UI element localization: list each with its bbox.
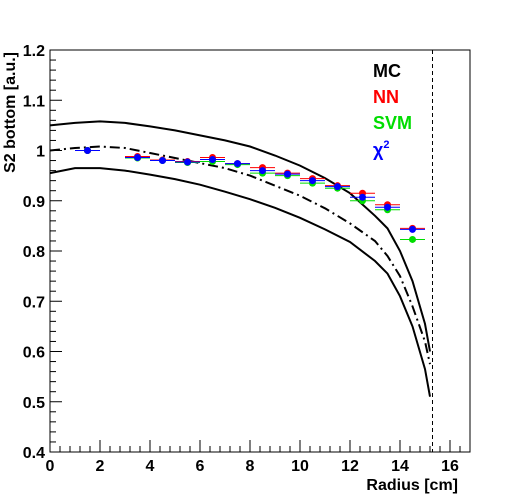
data-point	[284, 170, 291, 178]
legend-entry-1: MC	[373, 61, 401, 81]
x-tick-label: 0	[46, 458, 55, 475]
points-layer	[75, 147, 425, 243]
data-point	[359, 193, 366, 201]
x-tick-label: 14	[391, 458, 409, 475]
y-tick-label: 0.7	[23, 294, 45, 311]
y-tick-label: 0.6	[23, 345, 45, 362]
y-tick-label: 1.1	[23, 93, 45, 110]
curves-layer	[49, 120, 431, 397]
data-point	[209, 156, 216, 164]
x-tick-label: 10	[291, 458, 309, 475]
y-tick-label: 1	[36, 144, 45, 161]
data-point	[184, 158, 191, 166]
x-axis-title: Radius [cm]	[366, 477, 458, 494]
legend: MC NN SVM χ2	[373, 61, 412, 160]
data-point	[334, 183, 341, 191]
x-tick-label: 16	[441, 458, 459, 475]
data-point	[259, 167, 266, 175]
data-point	[409, 235, 416, 243]
data-point	[234, 160, 241, 168]
y-tick-label: 0.8	[23, 244, 45, 261]
x-tick-label: 8	[246, 458, 255, 475]
mc-curve-upper	[49, 120, 431, 352]
mc-curve-lower	[49, 167, 431, 397]
labels-layer: 0 2 4 6 8 10 12 14 16 0.4 0.5 0.6 0.7 0.8 0.9 1 1.1 1.2	[23, 43, 459, 475]
data-point	[384, 203, 391, 211]
ticks-layer	[49, 49, 471, 453]
x-tick-label: 6	[196, 458, 205, 475]
x-tick-label: 12	[341, 458, 359, 475]
data-point	[84, 147, 91, 154]
x-tick-label: 4	[146, 458, 155, 475]
y-tick-label: 0.4	[23, 445, 45, 462]
y-tick-label: 0.5	[23, 395, 45, 412]
data-point	[134, 154, 141, 162]
x-tick-label: 2	[96, 458, 105, 475]
y-tick-label: 1.2	[23, 43, 45, 60]
y-axis-title: S2 bottom [a.u.]	[2, 52, 19, 173]
data-point	[309, 177, 316, 185]
data-point	[409, 225, 416, 233]
legend-entry-2: NN	[373, 87, 399, 107]
y-tick-label: 0.9	[23, 194, 45, 211]
legend-entry-4: χ2	[373, 139, 390, 160]
mc-curve-dash-dot	[49, 145, 431, 365]
legend-entry-3: SVM	[373, 113, 412, 133]
data-point	[159, 157, 166, 165]
